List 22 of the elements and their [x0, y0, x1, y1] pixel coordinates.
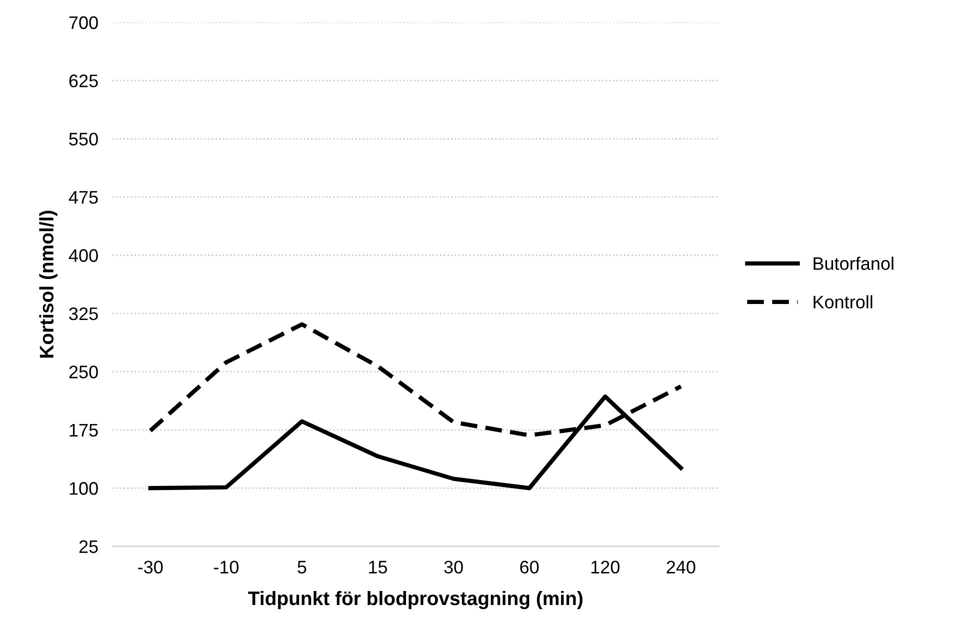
y-tick-label: 400 — [68, 249, 98, 262]
x-tick-label: 5 — [298, 560, 306, 574]
x-tick-label: 15 — [369, 560, 388, 574]
y-tick-label: 625 — [69, 74, 98, 88]
x-tick-label: 120 — [591, 560, 620, 574]
x-tick-label: -30 — [138, 560, 163, 574]
x-tick-label: 240 — [666, 560, 696, 574]
x-axis-title: Tidpunkt för blodprovstagning (min) — [248, 590, 582, 610]
y-tick-label: 25 — [79, 540, 98, 554]
y-tick-label: 175 — [70, 424, 98, 437]
y-tick-label: 550 — [69, 132, 98, 146]
y-tick-label: 475 — [68, 191, 98, 204]
x-tick-label: -10 — [214, 560, 239, 574]
y-tick-label: 700 — [69, 16, 98, 30]
y-tick-label: 250 — [69, 366, 98, 378]
y-tick-label: 325 — [69, 307, 98, 320]
x-tick-label: 30 — [444, 560, 463, 574]
y-axis-title: Kortisol (nmol/l) — [39, 210, 58, 358]
legend-label: Kontroll — [814, 295, 872, 308]
legend-label: Butorfanol — [814, 256, 894, 270]
y-tick-label: 100 — [70, 482, 98, 495]
x-tick-label: 60 — [520, 560, 539, 574]
